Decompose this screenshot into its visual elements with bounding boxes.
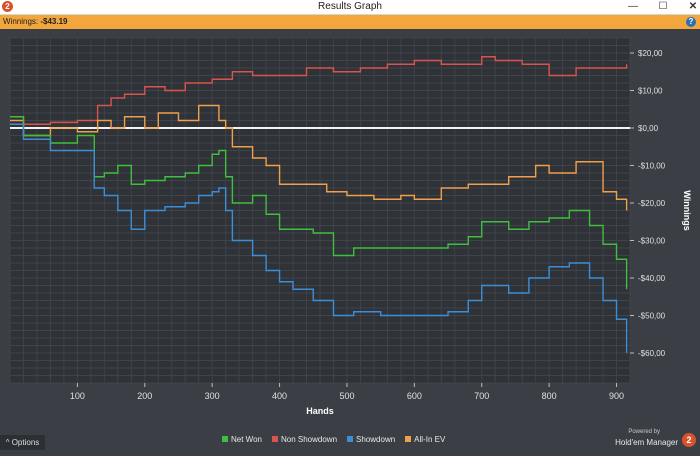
caret-up-icon: ^ — [5, 438, 10, 447]
x-tick-label: 200 — [137, 391, 152, 401]
legend-item[interactable]: Net Won — [222, 435, 262, 444]
maximize-button[interactable]: ☐ — [658, 1, 668, 12]
series-line-all-in-ev — [10, 104, 628, 211]
legend-item[interactable]: Showdown — [347, 435, 395, 444]
y-tick-label: $0,00 — [638, 124, 659, 133]
series-line-net-won — [10, 116, 628, 290]
powered-by-label: Powered by — [628, 429, 660, 435]
legend-item[interactable]: All-In EV — [405, 435, 445, 444]
legend-swatch — [271, 436, 278, 442]
legend-swatch — [405, 436, 412, 442]
y-tick-label: $20,00 — [638, 49, 663, 58]
chart-legend: Net Won Non Showdown Showdown All-In EV — [222, 431, 445, 447]
legend-swatch — [222, 436, 228, 442]
winnings-header: Winnings: -$43.19 ? — [0, 15, 700, 29]
legend-item[interactable]: Non Showdown — [271, 434, 338, 444]
options-label: Options — [11, 438, 40, 447]
legend-label: Non Showdown — [280, 434, 338, 444]
y-tick-label: -$50,00 — [638, 312, 666, 321]
options-button[interactable]: ^ Options — [0, 435, 45, 450]
series-line-showdown — [10, 123, 628, 353]
window-title: Results Graph — [318, 1, 382, 12]
legend-label: Showdown — [356, 434, 396, 444]
help-icon[interactable]: ? — [686, 17, 696, 27]
x-tick-label: 800 — [542, 391, 557, 401]
y-tick-label: -$30,00 — [638, 237, 666, 246]
y-tick-label: -$10,00 — [638, 162, 666, 171]
close-button[interactable]: ✕ — [688, 1, 698, 12]
x-tick-label: 100 — [70, 391, 85, 401]
app-logo-icon: 2 — [2, 1, 13, 12]
series-line-non-showdown — [10, 56, 628, 125]
y-tick-label: -$40,00 — [638, 274, 666, 283]
results-graph: 100 200 300 400 500 600 700 800 900 $20,00 $10,00 $… — [0, 30, 700, 426]
brand-logo-icon: 2 — [682, 433, 696, 447]
y-tick-label: $10,00 — [638, 87, 663, 96]
minimize-button[interactable]: — — [628, 1, 638, 12]
x-tick-label: 700 — [474, 391, 489, 401]
footer-bar: ^ Options Net Won Non Showdown Showdown All… — [0, 426, 700, 456]
x-axis-title: Hands — [306, 406, 334, 416]
legend-label: Net Won — [231, 434, 262, 444]
legend-swatch — [347, 436, 354, 442]
y-tick-label: -$60,00 — [638, 349, 666, 358]
title-bar: 2 Results Graph — ☐ ✕ — [0, 0, 700, 15]
brand-name: Hold'em Manager — [615, 438, 678, 447]
winnings-value: -$43.19 — [40, 17, 68, 26]
y-tick-label: -$20,00 — [638, 199, 666, 208]
x-tick-label: 300 — [205, 391, 220, 401]
legend-label: All-In EV — [414, 434, 446, 444]
winnings-summary: Winnings: -$43.19 — [3, 15, 68, 29]
x-tick-label: 500 — [339, 391, 354, 401]
x-tick-label: 600 — [407, 391, 422, 401]
y-axis-title: Winnings — [682, 190, 692, 230]
x-tick-label: 900 — [609, 391, 624, 401]
x-tick-label: 400 — [272, 391, 287, 401]
winnings-label: Winnings: — [3, 17, 39, 26]
results-chart-svg: 100 200 300 400 500 600 700 800 900 $20,00 $10,00 $… — [9, 37, 692, 416]
